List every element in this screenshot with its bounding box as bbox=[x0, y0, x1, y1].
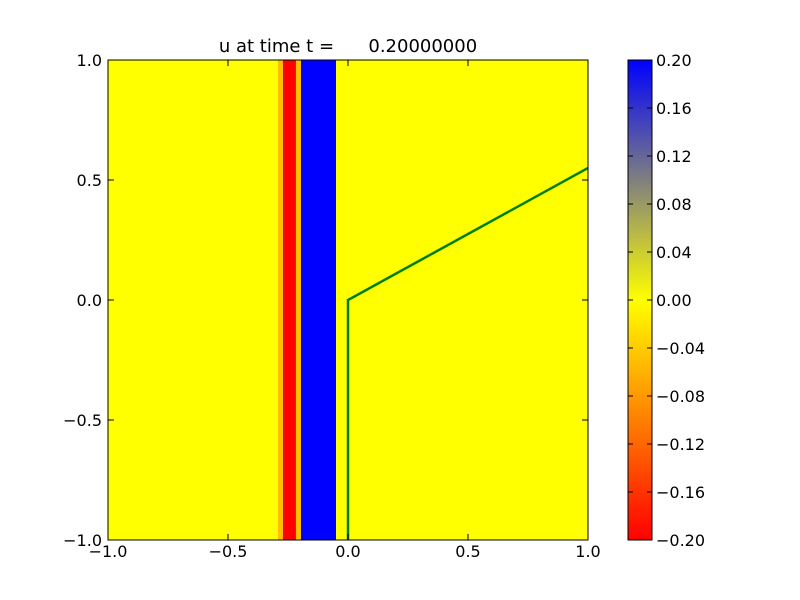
x-tick-label: 0.0 bbox=[335, 542, 360, 561]
colorbar-tick-label: −0.08 bbox=[656, 387, 705, 406]
chart-title: u at time t = 0.20000000 bbox=[219, 36, 477, 57]
colorbar-tick-label: 0.00 bbox=[656, 291, 692, 310]
heatmap-band bbox=[295, 60, 302, 540]
y-tick-label: −0.5 bbox=[63, 411, 102, 430]
x-tick-label: −1.0 bbox=[89, 542, 128, 561]
colorbar-tick-label: −0.20 bbox=[656, 531, 705, 550]
heatmap-band bbox=[282, 60, 297, 540]
colorbar-tick-label: −0.04 bbox=[656, 339, 705, 358]
colorbar-tick-label: 0.16 bbox=[656, 99, 692, 118]
colorbar-tick-label: −0.12 bbox=[656, 435, 705, 454]
colorbar-tick-label: 0.04 bbox=[656, 243, 692, 262]
colorbar: −0.20 −0.16 −0.12 −0.08 −0.04 0.00 0.04 0.08 0.1… bbox=[627, 51, 705, 550]
heatmap-band bbox=[108, 60, 279, 540]
x-axis: −1.0 −0.5 0.0 0.5 1.0 bbox=[89, 60, 601, 561]
heatmap-bands bbox=[108, 60, 588, 540]
heatmap-band bbox=[336, 60, 588, 540]
colorbar-tick-label: 0.08 bbox=[656, 195, 692, 214]
heatmap-band bbox=[300, 60, 337, 540]
data-line bbox=[346, 166, 588, 540]
y-tick-label: −1.0 bbox=[63, 531, 102, 550]
plot-area: −1.0 −0.5 0.0 0.5 1.0 −1.0 −0.5 0.0 0.5 1.0 bbox=[63, 51, 601, 561]
x-tick-label: −0.5 bbox=[209, 542, 248, 561]
y-tick-label: 0.0 bbox=[77, 291, 102, 310]
colorbar-tick-label: 0.12 bbox=[656, 147, 692, 166]
colorbar-ticks: −0.20 −0.16 −0.12 −0.08 −0.04 0.00 0.04 0.08 0.1… bbox=[628, 51, 705, 550]
y-tick-label: 1.0 bbox=[77, 51, 102, 70]
y-tick-label: 0.5 bbox=[77, 171, 102, 190]
colorbar-tick-label: −0.16 bbox=[656, 483, 705, 502]
x-tick-label: 0.5 bbox=[455, 542, 480, 561]
x-tick-label: 1.0 bbox=[575, 542, 600, 561]
colorbar-tick-label: 0.20 bbox=[656, 51, 692, 70]
y-axis: −1.0 −0.5 0.0 0.5 1.0 bbox=[63, 51, 588, 550]
heatmap-band bbox=[277, 60, 284, 540]
